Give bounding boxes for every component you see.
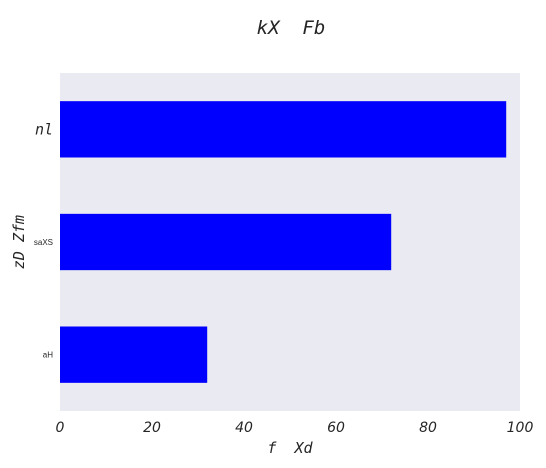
x-tick-label-20: 20 [143, 420, 161, 436]
bar-saXS [60, 213, 392, 271]
x-axis-label: f Xd [267, 439, 313, 457]
x-tick-label-100: 100 [507, 420, 534, 436]
bar-nl [60, 101, 507, 158]
x-tick-label-40: 40 [235, 420, 253, 436]
x-tick-label-60: 60 [327, 420, 345, 436]
bars-group [60, 101, 507, 383]
y-axis-label: zD Zfm [10, 215, 28, 269]
x-ticks-group: 0 20 40 60 80 100 [56, 420, 534, 436]
y-ticks-group: aH saXS nl [34, 120, 53, 359]
bar-aH [60, 326, 208, 383]
y-tick-label-nl: nl [35, 120, 53, 138]
x-tick-label-0: 0 [56, 420, 65, 436]
y-tick-label-saXS: saXS [34, 238, 53, 247]
x-tick-label-80: 80 [419, 420, 437, 436]
y-tick-label-aH: aH [43, 351, 53, 360]
chart-title: kX Fb [257, 17, 326, 39]
